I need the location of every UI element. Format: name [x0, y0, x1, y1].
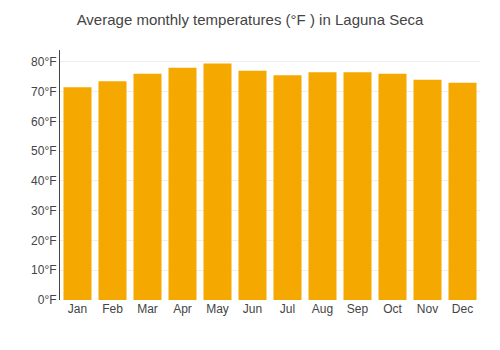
svg-text:Average monthly temperatures (: Average monthly temperatures (°F ) in La… [77, 11, 424, 28]
svg-text:Aug: Aug [312, 302, 333, 316]
svg-text:Apr: Apr [173, 302, 192, 316]
svg-text:Jan: Jan [68, 302, 87, 316]
svg-text:20°F: 20°F [31, 234, 56, 248]
svg-text:30°F: 30°F [31, 204, 56, 218]
svg-text:Oct: Oct [383, 302, 402, 316]
svg-text:10°F: 10°F [31, 263, 56, 277]
svg-text:Jun: Jun [243, 302, 262, 316]
svg-text:40°F: 40°F [31, 174, 56, 188]
svg-text:0°F: 0°F [38, 293, 57, 307]
svg-text:Sep: Sep [347, 302, 369, 316]
svg-text:Jul: Jul [280, 302, 295, 316]
svg-text:50°F: 50°F [31, 144, 56, 158]
svg-text:Nov: Nov [417, 302, 438, 316]
svg-text:80°F: 80°F [31, 55, 56, 69]
svg-text:60°F: 60°F [31, 115, 56, 129]
svg-text:Mar: Mar [137, 302, 158, 316]
svg-text:70°F: 70°F [31, 85, 56, 99]
svg-text:Dec: Dec [452, 302, 473, 316]
svg-text:Feb: Feb [102, 302, 123, 316]
svg-text:May: May [206, 302, 229, 316]
